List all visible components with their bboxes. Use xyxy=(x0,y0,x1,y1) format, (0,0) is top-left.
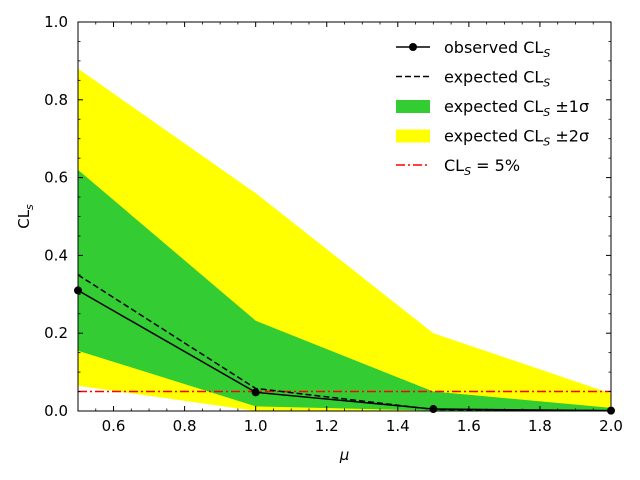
legend-swatch xyxy=(396,100,430,113)
legend-label: CLS = 5% xyxy=(444,156,520,178)
legend-label-sub: S xyxy=(543,47,550,60)
legend-label-suffix: ±2σ xyxy=(550,127,589,146)
legend-label-suffix: ±1σ xyxy=(550,97,589,116)
legend-label: expected CLS ±2σ xyxy=(444,127,589,149)
legend-item: observed CLS xyxy=(396,38,550,60)
legend-marker xyxy=(409,43,417,51)
legend-label-sub: S xyxy=(543,136,550,149)
x-tick-label: 2.0 xyxy=(599,417,623,435)
band-1sigma-layer xyxy=(78,169,611,411)
y-tick-label: 0.4 xyxy=(44,246,68,264)
x-tick-label: 1.2 xyxy=(315,417,339,435)
y-axis-label: CLs xyxy=(15,204,36,229)
legend-label-sub: S xyxy=(464,165,471,178)
legend-label: expected CLS ±1σ xyxy=(444,97,589,119)
x-tick-label: 0.8 xyxy=(173,417,197,435)
legend-label-sub: S xyxy=(543,77,550,90)
legend-label: expected CLS xyxy=(444,68,550,90)
x-tick-label: 1.6 xyxy=(457,417,481,435)
observed-point xyxy=(251,388,260,397)
legend-label-main: observed CL xyxy=(444,38,543,57)
legend-item: CLS = 5% xyxy=(396,156,520,178)
legend-label-main: expected CL xyxy=(444,97,543,116)
x-tick-label: 1.8 xyxy=(528,417,552,435)
legend-label-main: CL xyxy=(444,156,464,175)
legend-label-suffix: = 5% xyxy=(471,156,520,175)
y-tick-label: 1.0 xyxy=(44,13,68,31)
legend-label: observed CLS xyxy=(444,38,550,60)
x-tick-label: 1.4 xyxy=(386,417,410,435)
legend-item: expected CLS ±1σ xyxy=(396,97,589,119)
y-tick-label: 0.6 xyxy=(44,169,68,187)
band-1sigma xyxy=(78,169,611,411)
y-tick-label: 0.0 xyxy=(44,402,68,420)
y-tick-label: 0.2 xyxy=(44,324,68,342)
x-tick-label: 0.6 xyxy=(102,417,126,435)
legend-label-main: expected CL xyxy=(444,68,543,87)
legend-label-sub: S xyxy=(543,106,550,119)
y-tick-label: 0.8 xyxy=(44,91,68,109)
x-tick-label: 1.0 xyxy=(244,417,268,435)
ticks-layer: 0.6 0.8 1.0 1.2 1.4 1.6 1.8 2.0 0.0 0.2 0.4 0.6 0.8 1… xyxy=(44,13,623,435)
legend-label-main: expected CL xyxy=(444,127,543,146)
x-axis-label: μ xyxy=(339,446,350,464)
legend-item: expected CLS ±2σ xyxy=(396,127,589,149)
legend-item: expected CLS xyxy=(396,68,550,90)
legend-swatch xyxy=(396,129,430,143)
